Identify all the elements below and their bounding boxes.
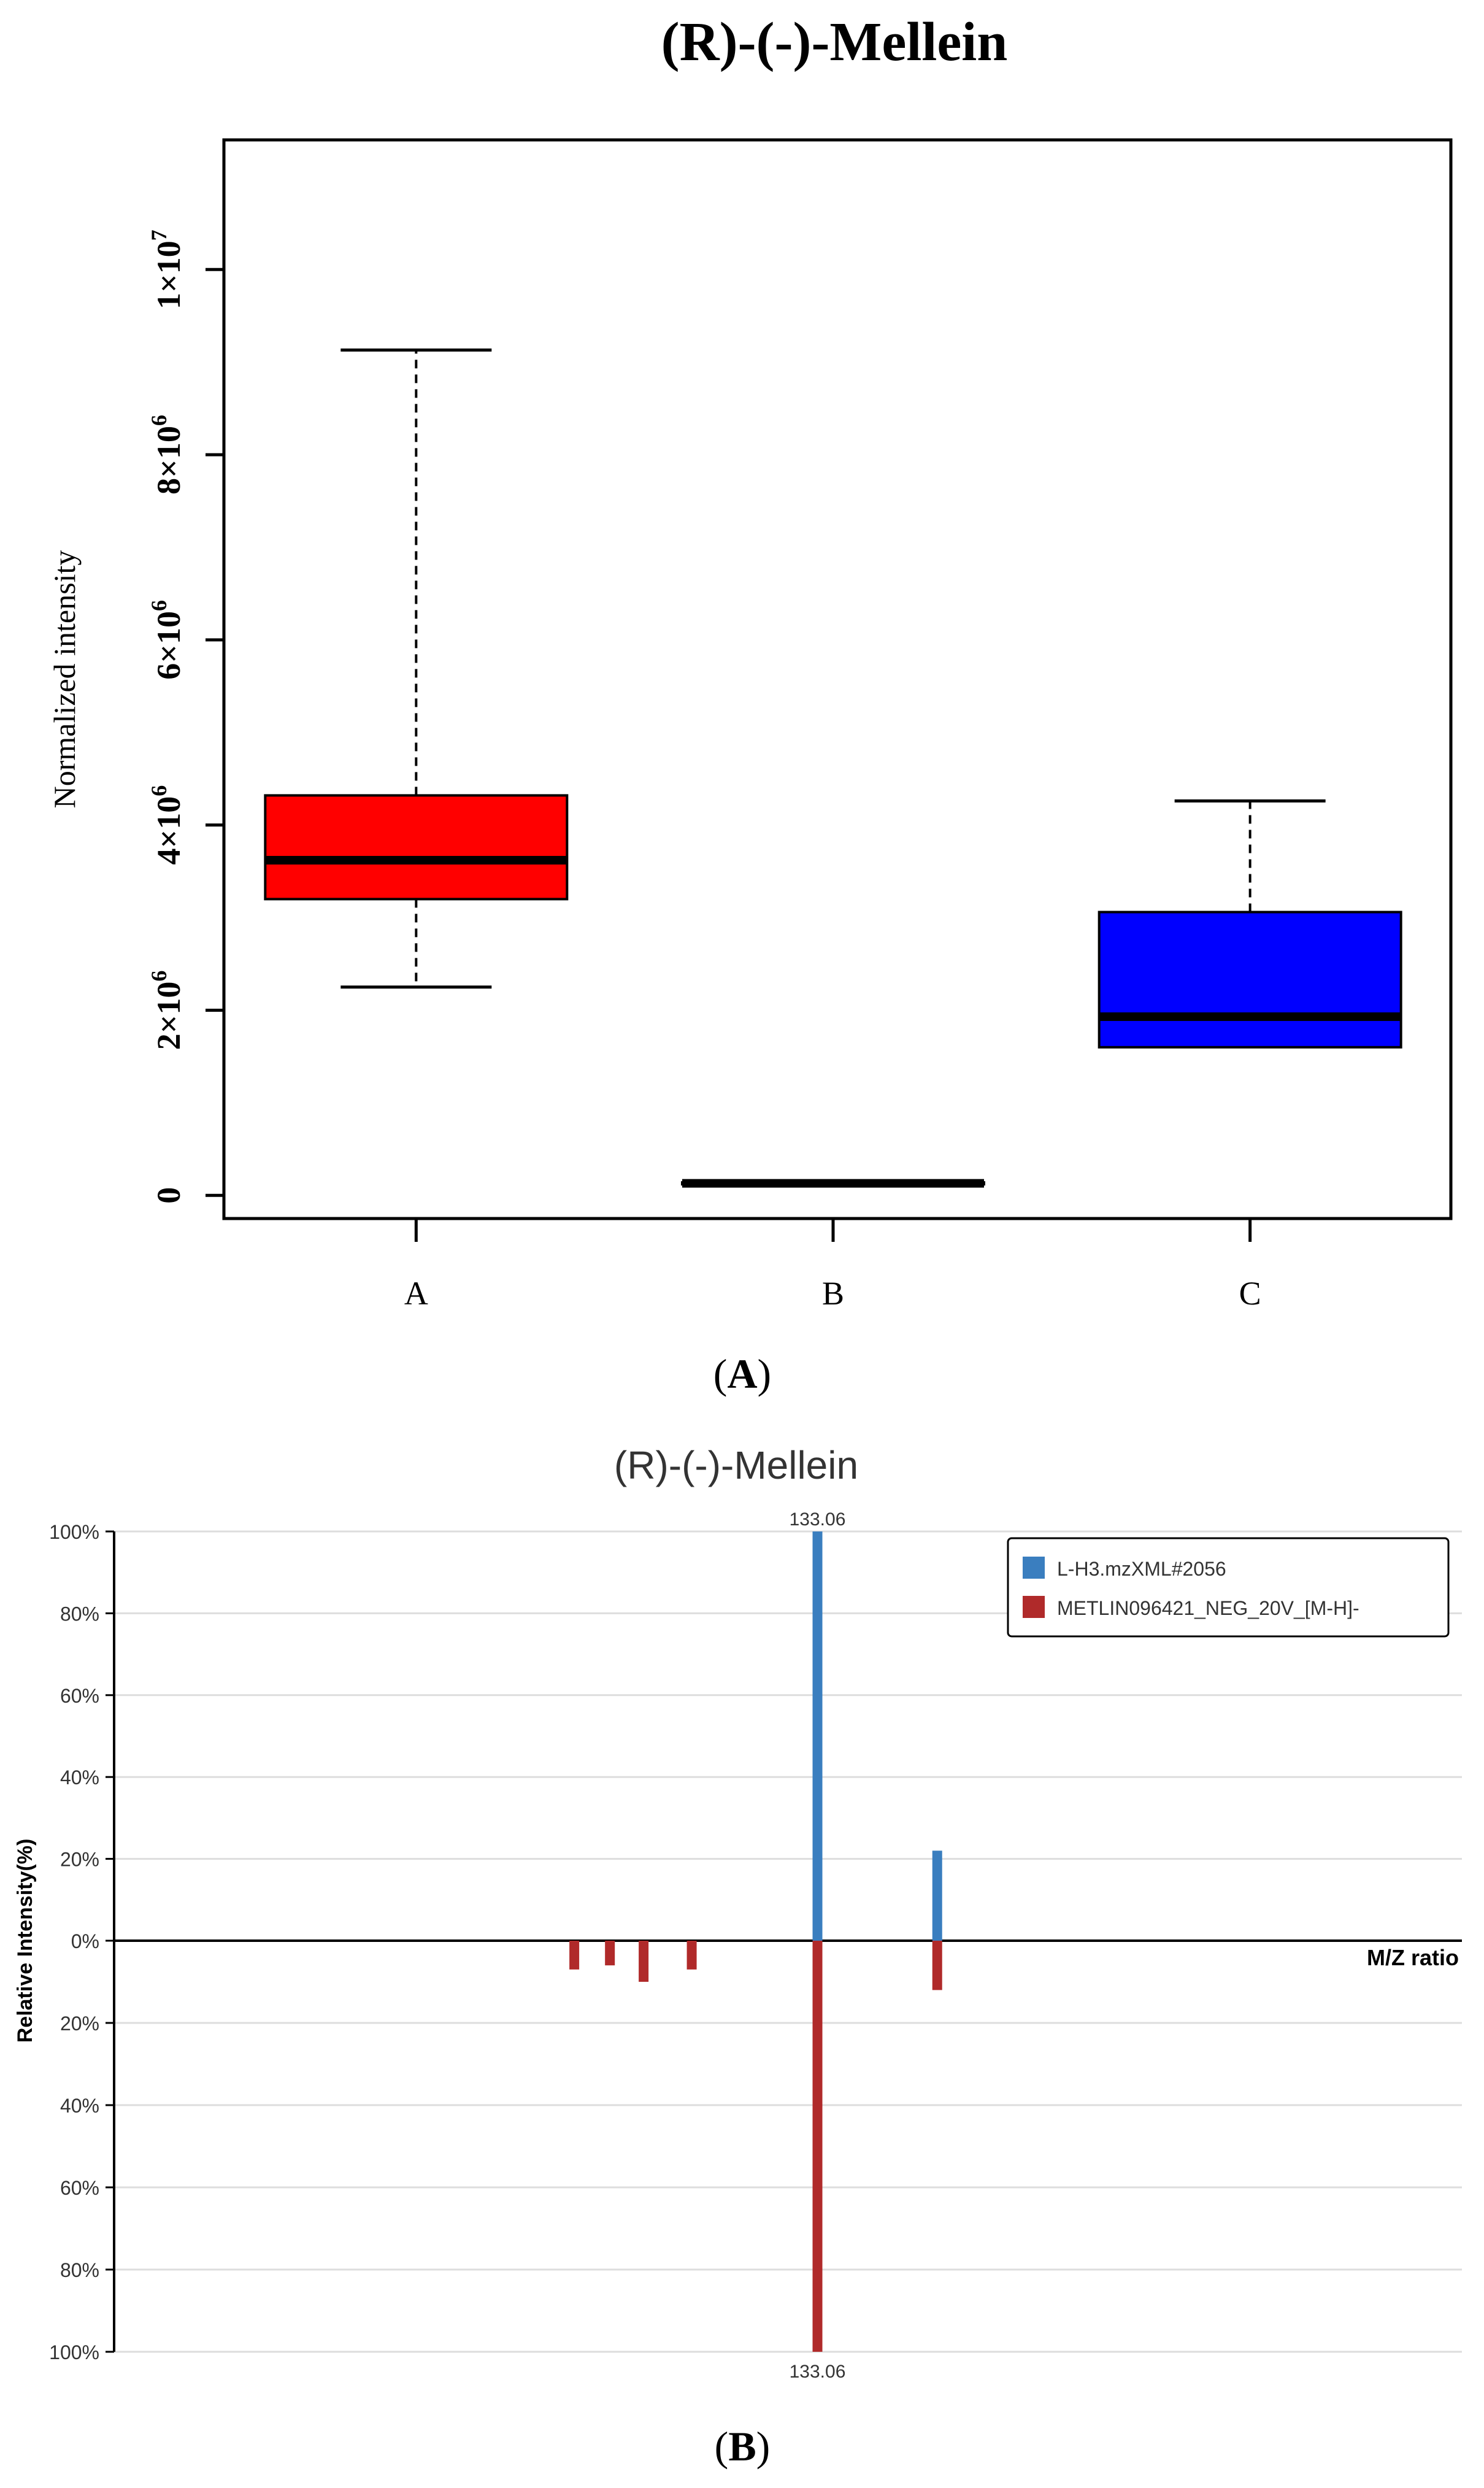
spectrum-y-tick-label-top-1: 80% bbox=[60, 1603, 99, 1625]
box-iqr-C bbox=[1098, 911, 1402, 1049]
boxplot-plot-frame bbox=[222, 138, 1453, 1220]
reference-peak-0 bbox=[569, 1941, 580, 1970]
spectrum-title: (R)-(-)-Mellein bbox=[614, 1443, 858, 1487]
boxplot-box-A bbox=[264, 349, 569, 989]
legend-label-reference: METLIN096421_NEG_20V_[M-H]- bbox=[1057, 1597, 1359, 1619]
boxplot-x-tick-label-C: C bbox=[1239, 1275, 1261, 1312]
legend-label-sample: L-H3.mzXML#2056 bbox=[1057, 1558, 1226, 1580]
legend-frame bbox=[1007, 1537, 1450, 1638]
spectrum-y-axis-label: Relative Intensity(%) bbox=[13, 1839, 37, 2043]
boxplot-y-axis-label: Normalized intensity bbox=[47, 550, 82, 809]
boxplot-y-tick-label-1: 2×106 bbox=[147, 971, 187, 1050]
boxplot-box-B bbox=[681, 1179, 985, 1188]
spectrum-legend: L-H3.mzXML#2056 METLIN096421_NEG_20V_[M-… bbox=[1007, 1537, 1450, 1638]
sample-peak-1 bbox=[932, 1851, 942, 1941]
boxplot-y-tick-label-3: 6×106 bbox=[147, 600, 187, 680]
spectrum-y-tick-label-top-0: 100% bbox=[49, 1521, 99, 1543]
spectrum-y-tick-label-top-5: 0% bbox=[71, 1930, 99, 1952]
reference-peak-4 bbox=[812, 1941, 823, 2352]
panel-a-boxplot: (R)-(-)-Mellein 0 2×106 4×106 6×106 8×106 1×1… bbox=[47, 12, 1453, 1397]
boxplot-boxes bbox=[264, 349, 1402, 1188]
boxplot-x-tick-label-B: B bbox=[822, 1275, 844, 1312]
legend-swatch-sample bbox=[1023, 1557, 1045, 1579]
boxplot-y-tick-label-0: 0 bbox=[150, 1187, 187, 1204]
spectrum-y-tick-label-bottom-0: 20% bbox=[60, 2012, 99, 2035]
boxplot-x-tick-label-A: A bbox=[404, 1275, 428, 1312]
panel-b-spectrum: (R)-(-)-Mellein 100% 80% 60% 40% 20% 0% 20% 40%… bbox=[13, 1443, 1462, 2470]
legend-swatch-reference bbox=[1023, 1596, 1045, 1618]
spectrum-y-tick-label-top-2: 60% bbox=[60, 1685, 99, 1707]
reference-peak-1 bbox=[605, 1941, 615, 1966]
peak-annotation-bottom: 133.06 bbox=[790, 2362, 846, 2382]
box-iqr-A bbox=[264, 794, 569, 901]
reference-peak-2 bbox=[639, 1941, 649, 1982]
sample-peak-0 bbox=[812, 1531, 823, 1941]
boxplot-x-axis: A B C bbox=[404, 1219, 1261, 1312]
boxplot-y-axis: 0 2×106 4×106 6×106 8×106 1×107 bbox=[147, 229, 224, 1204]
spectrum-y-tick-label-bottom-3: 80% bbox=[60, 2259, 99, 2281]
spectrum-y-tick-label-top-4: 20% bbox=[60, 1849, 99, 1871]
boxplot-y-tick-label-5: 1×107 bbox=[147, 229, 187, 309]
panel-a-label: (A) bbox=[713, 1350, 771, 1397]
spectrum-y-tick-label-bottom-4: 100% bbox=[49, 2341, 99, 2363]
panel-b-label: (B) bbox=[715, 2423, 771, 2470]
spectrum-y-axis: 100% 80% 60% 40% 20% 0% 20% 40% 60% 80% 100% bbox=[49, 1521, 114, 2363]
spectrum-y-tick-label-top-3: 40% bbox=[60, 1766, 99, 1789]
reference-peak-3 bbox=[686, 1941, 697, 1970]
peak-annotation-top: 133.06 bbox=[790, 1509, 846, 1530]
reference-peak-5 bbox=[932, 1941, 942, 1990]
spectrum-x-axis-label: M/Z ratio bbox=[1367, 1945, 1459, 1970]
spectrum-peaks: 133.06 133.06 bbox=[569, 1509, 942, 2382]
boxplot-y-tick-label-4: 8×106 bbox=[147, 415, 187, 495]
boxplot-box-C bbox=[1098, 799, 1402, 1049]
boxplot-title: (R)-(-)-Mellein bbox=[661, 12, 1008, 72]
boxplot-y-tick-label-2: 4×106 bbox=[147, 785, 187, 865]
spectrum-y-tick-label-bottom-2: 60% bbox=[60, 2177, 99, 2199]
spectrum-y-tick-label-bottom-1: 40% bbox=[60, 2095, 99, 2117]
